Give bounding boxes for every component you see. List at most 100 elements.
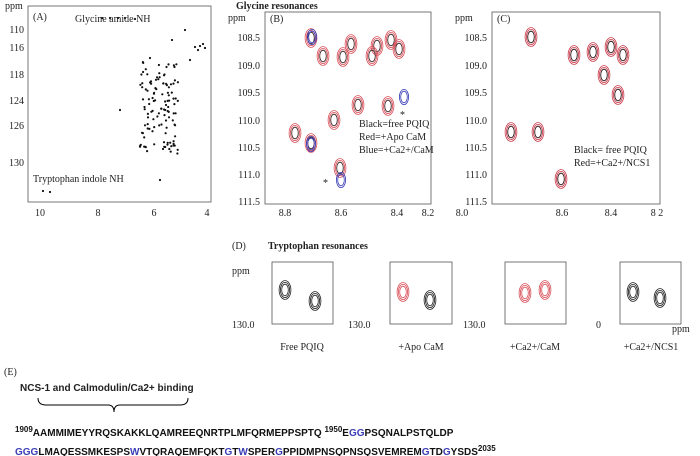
x-tick-label: 8 2 [651,208,664,219]
contour [618,47,629,64]
contour [629,285,637,299]
contour [426,293,434,307]
spectrum-dot [163,114,166,117]
sequence-segment: GG [349,428,365,439]
x-tick-label: 10 [35,208,45,219]
contour [399,285,407,299]
contour [387,33,395,47]
contour [336,161,344,175]
y-tick-label: 126 [9,121,24,132]
contour [540,281,551,298]
legend-text: Blue=+Ca2+/CaM [359,145,434,156]
legend-text: Red=+Ca2+/NCS1 [574,158,650,169]
contour [382,98,393,115]
spectrum-dot [172,144,175,147]
marker: * [323,178,328,189]
spectrum-dot [150,110,153,113]
spectrum-dot [193,45,197,49]
spectrum-dot [146,89,149,92]
contour [589,45,597,59]
contour [333,158,347,178]
y-tick-label: 110.0 [238,116,260,127]
spectrum-dot [146,127,149,130]
contour [354,98,362,112]
y-tick-label: 116 [9,43,24,54]
spectrum-dot [198,44,202,48]
sequence-segment: SPER [248,447,276,456]
spectrum-dot [150,82,153,85]
contour [616,45,630,65]
spectrum-dot [167,94,170,97]
contour [371,38,382,55]
contour [352,97,363,114]
contour [309,292,320,309]
contour [347,37,355,51]
spectrum-dot [201,42,205,46]
spectrum-dot [48,190,52,194]
sequence-segment: AAMMIMEYYRQSKAKKLQAMREEQNRTPLMFQRMEPPSPT… [33,428,325,439]
spectrum-dot [162,141,166,144]
panel-b-frame [264,11,432,205]
y-tick-label: 111.5 [465,197,487,208]
spectrum-dot [153,126,156,129]
contour [656,291,664,305]
spectrum-dot [170,91,173,94]
sequence-segment: G [224,447,232,456]
spectrum-dot [169,141,172,144]
contour [597,65,611,85]
sequence-segment: E [342,428,349,439]
y-tick-label: 111.0 [238,170,260,181]
x-tick-label: 8.4 [605,208,618,219]
panel-d-frame [271,261,334,325]
spectrum-dot [167,116,171,119]
spectrum-dot [158,72,161,75]
spectrum-dot [143,105,146,109]
contour [278,280,292,300]
contour [366,48,377,65]
spectrum-dot [171,119,174,122]
y-tick-label: 130 [9,158,24,169]
sequence-segment: G [422,447,430,456]
spectrum-dot [169,83,173,86]
sequence-segment: VTQRAQEMFQKT [139,447,224,456]
axis-label: 130.0 [348,320,371,331]
panel-d-frame [619,261,682,325]
contour [518,283,532,303]
contour [556,170,567,187]
x-unit: ppm [672,324,690,335]
spectrum-dot [176,152,179,155]
sequence-segment: YSDS [451,447,479,456]
contour [397,283,408,300]
contour [330,113,338,127]
sequence-segment: G [275,447,283,456]
contour [424,291,435,308]
spectrum-dot [151,96,154,100]
y-tick-label: 110 [9,25,24,36]
spectrum-dot [154,99,157,102]
contour [398,89,409,106]
y-tick-label: 109.5 [238,88,261,99]
contour [619,48,627,62]
panel-title: Glycine resonances [236,1,318,12]
contour [531,122,545,142]
spectrum-dot [142,61,145,64]
spectrum-dot [176,81,179,84]
panel-label: (E) [4,367,17,378]
spectrum-dot [41,189,45,193]
spectrum-dot [172,82,175,85]
spectrum-dot [162,82,165,85]
contour [570,48,578,62]
y-tick-label: 108.5 [465,33,488,44]
spectrum-dot [118,108,122,112]
y-unit: ppm [5,1,23,12]
caption: +Ca2+/CaM [510,342,560,353]
marker: * [400,110,405,121]
contour [569,47,580,64]
spectrum-dot [166,143,169,146]
spectrum-dot [183,28,187,32]
spectrum-dot [165,65,168,69]
contour [336,47,350,67]
spectrum-dot [170,38,174,42]
x-tick-label: 8 [96,208,101,219]
spectrum-dot [174,97,177,100]
